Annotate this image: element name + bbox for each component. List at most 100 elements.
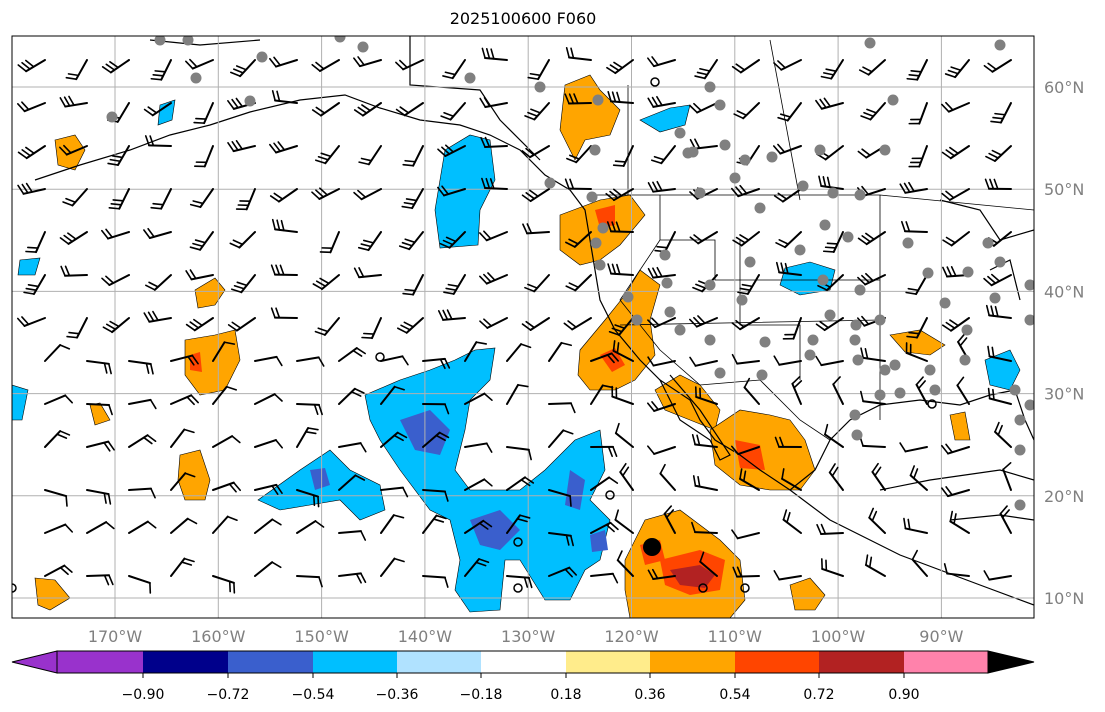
wind-barb [647, 95, 676, 108]
wind-barb [422, 489, 449, 502]
colorbar-segment [650, 651, 735, 673]
wind-barb [823, 423, 844, 448]
station-marker [664, 306, 676, 318]
wind-barb [212, 575, 236, 594]
station-marker [586, 191, 598, 203]
wind-barb [781, 468, 802, 491]
wind-barb [193, 145, 214, 168]
wind-barb [311, 102, 340, 117]
wind-barb [235, 188, 256, 211]
colorbar-segment [819, 651, 904, 673]
wind-barb [983, 570, 1012, 581]
wind-barb [128, 398, 157, 410]
wind-barb [296, 489, 320, 508]
station-marker [894, 387, 906, 399]
wind-barb [17, 59, 46, 73]
lon-label: 90°W [919, 627, 963, 646]
wind-barb [903, 517, 928, 534]
wind-barb [990, 102, 1012, 124]
wind-barb [254, 483, 283, 496]
wind-barb [422, 575, 449, 588]
wind-barb [185, 269, 214, 281]
wind-barb [17, 101, 46, 113]
station-marker [622, 291, 634, 303]
station-marker [879, 144, 891, 156]
wind-barb [212, 435, 241, 448]
wind-barb [357, 231, 382, 252]
lon-label: 140°W [398, 627, 453, 646]
station-marker [594, 259, 606, 271]
wind-barb [818, 175, 844, 190]
wind-barb [269, 56, 298, 68]
station-marker [759, 336, 771, 348]
station-marker [804, 349, 816, 361]
lat-label: 30°N [1044, 385, 1084, 404]
wind-barb [694, 386, 718, 405]
station-marker [864, 37, 876, 49]
wind-barb [62, 188, 88, 207]
wind-barb [941, 145, 970, 160]
shaded-field [12, 74, 1021, 618]
wind-barb [791, 376, 803, 405]
wind-barb [270, 264, 298, 276]
wind-barb [527, 59, 550, 81]
wind-barb [101, 59, 130, 74]
station-marker [154, 36, 166, 46]
wind-barb [212, 385, 238, 405]
station-marker [1014, 444, 1026, 456]
wind-barb [380, 486, 409, 498]
station-marker [852, 354, 864, 366]
wind-barb [860, 102, 886, 121]
wind-barb [689, 231, 718, 245]
wind-barb [614, 422, 634, 448]
wind-barb [775, 231, 802, 249]
wind-barb [906, 59, 928, 81]
wind-barb [437, 185, 466, 197]
wind-barb [66, 317, 88, 339]
wind-barb [231, 274, 256, 294]
wind-barb [464, 478, 493, 491]
wind-barb [17, 145, 46, 160]
wind-barb [44, 344, 71, 362]
wind-barb [691, 434, 718, 448]
station-marker [929, 384, 941, 396]
station-marker [674, 127, 686, 139]
wind-barb [254, 355, 283, 367]
wind-barb [17, 316, 46, 327]
wind-barb [775, 261, 802, 276]
wind-barb [647, 445, 676, 455]
station-marker [694, 187, 706, 199]
lon-label: 150°W [294, 627, 349, 646]
wind-barb [858, 59, 886, 76]
wind-barb [614, 509, 634, 534]
wind-barb [144, 135, 172, 147]
colorbar-label: −0.72 [207, 687, 250, 703]
wind-barb [731, 529, 760, 540]
stations [106, 36, 1034, 511]
wind-barb [395, 59, 424, 71]
wind-barb [128, 520, 157, 534]
station-marker [1014, 499, 1026, 511]
wind-barb [985, 304, 1012, 319]
wind-barb [402, 274, 424, 296]
wind-barb [941, 188, 970, 201]
station-marker [874, 314, 886, 326]
wind-barb [565, 274, 592, 292]
wind-barb [731, 353, 760, 365]
wind-barb [464, 341, 487, 362]
station-marker [1009, 384, 1021, 396]
wind-barb [692, 475, 718, 491]
wind-barb [689, 102, 718, 114]
colorbar-label: −0.18 [460, 687, 503, 703]
wind-barb [380, 385, 405, 405]
station-marker [1014, 414, 1026, 426]
wind-barb [548, 429, 574, 448]
wind-barb [994, 421, 1012, 448]
wind-barb [229, 231, 256, 249]
colorbar-segment [143, 651, 228, 673]
wind-barb [296, 427, 319, 448]
wind-barb [380, 557, 405, 577]
colorbar-extend-low [11, 650, 58, 674]
station-marker [994, 39, 1006, 51]
wind-barb [548, 532, 574, 547]
